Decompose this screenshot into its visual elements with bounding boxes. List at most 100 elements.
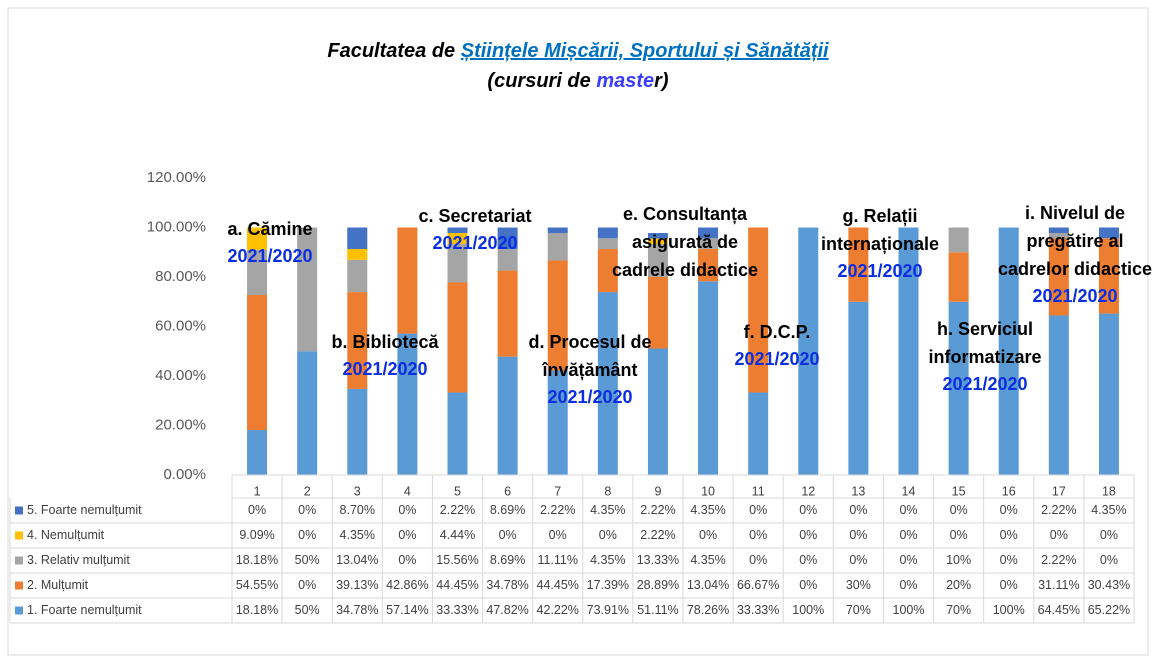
- data-label: 47.82%: [486, 603, 528, 617]
- bar-segment: [647, 348, 668, 475]
- legend-swatch: [15, 506, 23, 515]
- x-tick-label: 9: [654, 484, 661, 498]
- bar-segment: [547, 370, 568, 475]
- data-label: 0%: [699, 528, 717, 542]
- x-tick-label: 2: [304, 484, 311, 498]
- bar-segment: [898, 227, 919, 475]
- data-label: 0%: [1000, 528, 1018, 542]
- annotation: informatizare: [928, 347, 1041, 367]
- bar-segment: [848, 227, 869, 302]
- data-label: 2.22%: [1041, 553, 1076, 567]
- x-tick-label: 18: [1102, 484, 1116, 498]
- data-label: 4.35%: [1091, 503, 1126, 517]
- bar-segment: [397, 333, 418, 475]
- x-tick-label: 3: [354, 484, 361, 498]
- title-part: (cursuri de: [487, 70, 596, 92]
- x-tick-label: 11: [752, 484, 765, 498]
- data-label: 0%: [499, 528, 517, 542]
- bar-segment: [948, 227, 969, 253]
- legend-swatch: [15, 556, 23, 565]
- annotation-year: 2021/2020: [942, 374, 1027, 394]
- annotation: cadrele didactice: [612, 260, 758, 280]
- data-label: 78.26%: [687, 603, 729, 617]
- x-tick-label: 12: [801, 484, 815, 498]
- data-label: 0%: [950, 503, 968, 517]
- annotation: c. Secretariat: [418, 206, 531, 226]
- data-label: 15.56%: [436, 553, 478, 567]
- data-label: 18.18%: [236, 603, 278, 617]
- annotation: i. Nivelul de: [1025, 203, 1125, 223]
- data-label: 70%: [846, 603, 871, 617]
- annotation: e. Consultanța: [623, 204, 748, 224]
- bar-segment: [447, 282, 468, 393]
- data-label: 0%: [248, 503, 266, 517]
- y-tick-label: 20.00%: [155, 416, 206, 433]
- data-label: 44.45%: [436, 578, 478, 592]
- data-label: 0%: [849, 503, 867, 517]
- data-label: 54.55%: [236, 578, 278, 592]
- data-label: 0%: [1050, 528, 1068, 542]
- legend-label: 1. Foarte nemulțumit: [27, 603, 142, 617]
- data-label: 64.45%: [1038, 603, 1080, 617]
- bar-segment: [798, 227, 819, 475]
- bar-segment: [497, 356, 518, 475]
- data-label: 2.22%: [640, 528, 675, 542]
- bar-segment: [247, 294, 268, 431]
- annotation-year: 2021/2020: [734, 349, 819, 369]
- bar-segment: [647, 277, 668, 349]
- x-tick-label: 16: [1002, 484, 1016, 498]
- data-label: 18.18%: [236, 553, 278, 567]
- legend-swatch: [15, 581, 23, 590]
- title-part: Științele Mișcării, Sportului și Sănătăț…: [461, 40, 829, 62]
- data-label: 39.13%: [336, 578, 378, 592]
- annotation: a. Cămine: [227, 219, 312, 239]
- bar-segment: [297, 351, 318, 475]
- annotation-year: 2021/2020: [547, 387, 632, 407]
- bar-segment: [347, 259, 368, 293]
- bar-segment: [447, 243, 468, 283]
- bar-segment: [497, 227, 518, 250]
- chart-title: (cursuri de master): [487, 70, 669, 92]
- annotation: g. Relații: [842, 206, 917, 226]
- annotation: internaționale: [821, 234, 939, 254]
- bar-segment: [447, 232, 468, 244]
- legend-label: 2. Mulțumit: [27, 578, 89, 592]
- bar-segment: [547, 260, 568, 371]
- data-label: 0%: [1100, 553, 1118, 567]
- x-tick-label: 17: [1052, 484, 1066, 498]
- data-label: 9.09%: [239, 528, 274, 542]
- data-label: 0%: [749, 528, 767, 542]
- data-label: 0%: [599, 528, 617, 542]
- bar-segment: [497, 270, 518, 357]
- title-part: maste: [596, 70, 654, 92]
- bar-segment: [1048, 232, 1069, 239]
- bar-segment: [998, 227, 1019, 475]
- data-label: 50%: [295, 603, 320, 617]
- data-label: 4.35%: [340, 528, 375, 542]
- data-label: 2.22%: [540, 503, 575, 517]
- bar-segment: [597, 238, 618, 250]
- data-label: 31.11%: [1038, 578, 1079, 592]
- data-label: 0%: [899, 503, 917, 517]
- annotation-year: 2021/2020: [227, 246, 312, 266]
- bar-segment: [297, 227, 318, 352]
- bar-segment: [698, 227, 719, 239]
- x-tick-label: 15: [952, 484, 966, 498]
- bar-segment: [397, 227, 418, 334]
- data-label: 0%: [749, 503, 767, 517]
- annotation: învățământ: [541, 360, 637, 380]
- data-label: 0%: [398, 553, 416, 567]
- bar-segment: [647, 244, 668, 277]
- annotation: f. D.C.P.: [744, 322, 811, 342]
- bar-segment: [1098, 313, 1119, 475]
- bar-segment: [597, 292, 618, 475]
- bar-segment: [347, 227, 368, 250]
- data-label: 70%: [946, 603, 971, 617]
- data-label: 0%: [1000, 553, 1018, 567]
- legend-swatch: [15, 606, 23, 615]
- data-label: 8.69%: [490, 553, 525, 567]
- bar-segment: [347, 388, 368, 475]
- data-label: 4.35%: [690, 553, 725, 567]
- y-tick-label: 120.00%: [147, 169, 206, 186]
- chart-title: Facultatea de Științele Mișcării, Sportu…: [327, 40, 829, 62]
